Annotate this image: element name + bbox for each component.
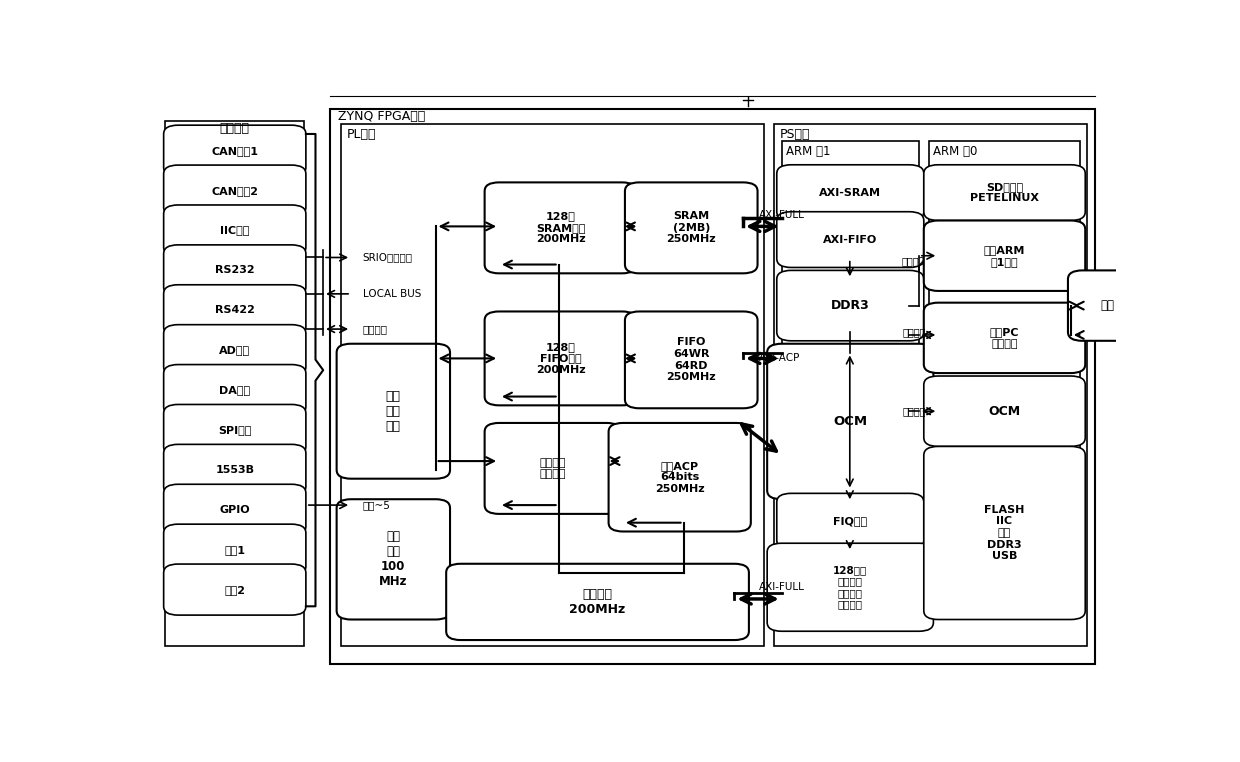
FancyBboxPatch shape (625, 182, 758, 274)
Text: AXI-FULL: AXI-FULL (759, 210, 805, 219)
Text: OCM: OCM (833, 415, 867, 428)
FancyBboxPatch shape (625, 312, 758, 408)
Text: 总线
解码
模块: 总线 解码 模块 (386, 389, 401, 433)
Text: GPIO: GPIO (219, 504, 250, 515)
Text: RS232: RS232 (215, 265, 254, 275)
FancyBboxPatch shape (776, 212, 924, 267)
FancyBboxPatch shape (768, 543, 934, 631)
Text: CAN外设1: CAN外设1 (211, 146, 258, 155)
FancyBboxPatch shape (446, 564, 749, 640)
Text: AD外设: AD外设 (219, 345, 250, 355)
FancyBboxPatch shape (164, 285, 306, 336)
FancyBboxPatch shape (164, 485, 306, 536)
Text: ZYNQ FPGA平台: ZYNQ FPGA平台 (337, 110, 425, 123)
FancyBboxPatch shape (164, 364, 306, 415)
FancyBboxPatch shape (164, 444, 306, 495)
FancyBboxPatch shape (924, 376, 1085, 447)
Text: 定制1: 定制1 (224, 545, 246, 555)
Text: 被测设备
指令监控: 被测设备 指令监控 (539, 458, 567, 479)
Text: SPI设备: SPI设备 (218, 425, 252, 435)
FancyBboxPatch shape (164, 405, 306, 456)
FancyBboxPatch shape (330, 109, 1095, 664)
Text: AXI-FIFO: AXI-FIFO (823, 235, 878, 245)
Text: DDR3: DDR3 (831, 299, 869, 312)
Text: FIFO
64WR
64RD
250MHz: FIFO 64WR 64RD 250MHz (666, 338, 715, 383)
Text: DA外设: DA外设 (219, 385, 250, 395)
Text: 定制2: 定制2 (224, 584, 246, 594)
FancyBboxPatch shape (164, 564, 306, 615)
Text: AXI-SRAM: AXI-SRAM (820, 187, 882, 197)
Text: 接收PC
仿真数据: 接收PC 仿真数据 (990, 327, 1019, 349)
FancyBboxPatch shape (1068, 271, 1147, 341)
FancyBboxPatch shape (768, 344, 934, 499)
Text: 共享内存: 共享内存 (903, 406, 926, 416)
FancyBboxPatch shape (776, 271, 924, 341)
FancyBboxPatch shape (336, 344, 450, 479)
Text: 被测设备: 被测设备 (219, 122, 249, 135)
FancyBboxPatch shape (165, 121, 304, 646)
FancyBboxPatch shape (164, 205, 306, 256)
Text: AXI-FULL: AXI-FULL (759, 582, 805, 592)
Text: FIQ处理: FIQ处理 (833, 516, 867, 527)
FancyBboxPatch shape (164, 165, 306, 216)
FancyBboxPatch shape (336, 499, 450, 620)
FancyBboxPatch shape (924, 165, 1085, 220)
Text: RS422: RS422 (215, 306, 254, 315)
Text: 1553B: 1553B (216, 465, 254, 475)
FancyBboxPatch shape (164, 524, 306, 575)
Text: 接收ARM
核1程序: 接收ARM 核1程序 (983, 245, 1025, 267)
Text: 传输数据: 传输数据 (903, 327, 926, 337)
FancyBboxPatch shape (164, 245, 306, 296)
Text: 中断~5: 中断~5 (362, 500, 391, 510)
Text: 128个
FIFO解析
200MHz: 128个 FIFO解析 200MHz (536, 342, 585, 375)
FancyBboxPatch shape (924, 220, 1085, 291)
Text: SD卡启动
PETELINUX: SD卡启动 PETELINUX (970, 182, 1039, 203)
FancyBboxPatch shape (609, 423, 751, 532)
Text: AXI-ACP: AXI-ACP (759, 354, 800, 363)
Text: 控制逻辑
200MHz: 控制逻辑 200MHz (569, 588, 626, 616)
Text: FLASH
IIC
串口
DDR3
USB: FLASH IIC 串口 DDR3 USB (985, 504, 1024, 561)
Text: ARM 核0: ARM 核0 (934, 146, 978, 158)
Text: PL部分: PL部分 (347, 128, 377, 141)
FancyBboxPatch shape (774, 123, 1087, 646)
FancyBboxPatch shape (485, 182, 636, 274)
FancyBboxPatch shape (485, 312, 636, 405)
Text: LOCAL BUS: LOCAL BUS (362, 289, 420, 299)
Text: OCM: OCM (988, 405, 1021, 418)
FancyBboxPatch shape (781, 141, 919, 593)
Text: SRAM
(2MB)
250MHz: SRAM (2MB) 250MHz (666, 211, 715, 245)
Text: SRIO高速总线: SRIO高速总线 (362, 252, 413, 262)
Text: PS部分: PS部分 (780, 128, 810, 141)
FancyBboxPatch shape (929, 141, 1080, 593)
FancyBboxPatch shape (924, 447, 1085, 620)
FancyBboxPatch shape (164, 125, 306, 176)
Text: 中断
逻辑
100
MHz: 中断 逻辑 100 MHz (379, 530, 408, 588)
Text: 启动核2: 启动核2 (901, 257, 926, 267)
Text: 网卡: 网卡 (1101, 299, 1115, 312)
Text: 128个
SRAM解析
200MHz: 128个 SRAM解析 200MHz (536, 211, 585, 245)
FancyBboxPatch shape (776, 165, 924, 220)
FancyBboxPatch shape (341, 123, 764, 646)
FancyBboxPatch shape (485, 423, 621, 514)
Text: ARM 核1: ARM 核1 (786, 146, 831, 158)
Text: 高速ACP
64bits
250MHz: 高速ACP 64bits 250MHz (655, 460, 704, 494)
FancyBboxPatch shape (164, 325, 306, 376)
FancyBboxPatch shape (924, 303, 1085, 373)
Text: CAN外设2: CAN外设2 (211, 186, 258, 196)
Text: 千兆网络: 千兆网络 (362, 324, 388, 334)
FancyBboxPatch shape (776, 493, 924, 549)
Text: 128通道
模拟芯片
控制逻辑
处理逻辑: 128通道 模拟芯片 控制逻辑 处理逻辑 (833, 565, 868, 610)
Text: IIC外设: IIC外设 (219, 226, 249, 235)
